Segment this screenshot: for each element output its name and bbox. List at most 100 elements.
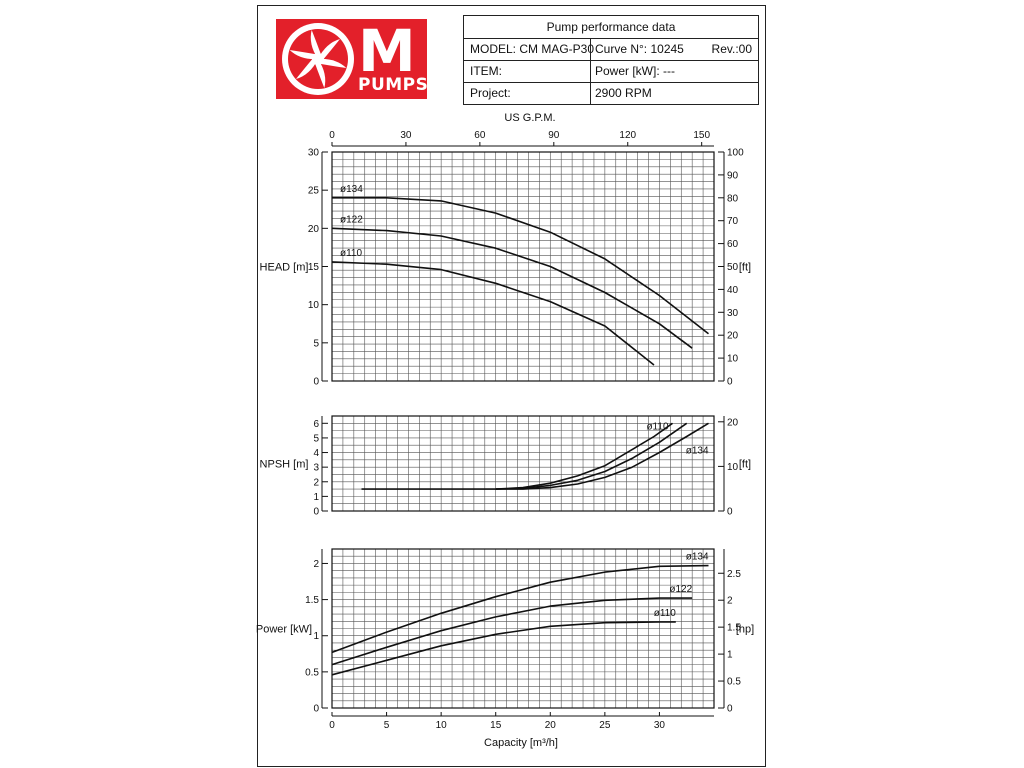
- y2-axis-tick-label: 0.5: [727, 677, 741, 688]
- y-axis-tick-label: 20: [308, 224, 320, 235]
- y2-axis-tick-label: 60: [727, 239, 739, 250]
- chart-frame-2: [331, 415, 715, 512]
- curve-2-3: [495, 422, 709, 490]
- y-axis-tick-label: 2: [313, 559, 319, 570]
- y2-axis-tick-label: 0: [727, 377, 733, 388]
- chart-frame-3: [331, 548, 715, 709]
- y2-axis-tick-label: 30: [727, 308, 739, 319]
- x-axis-tick-label: 30: [654, 720, 666, 731]
- top-axis-tick-label: 150: [693, 130, 710, 141]
- y2-axis-tick-label: 90: [727, 170, 739, 181]
- y-axis-tick-label: 6: [313, 419, 319, 430]
- y-axis-tick-label: 1: [313, 631, 319, 642]
- y2-axis-tick-label: 40: [727, 285, 739, 296]
- x-axis-title: Capacity [m³/h]: [484, 737, 558, 749]
- curve-label: ø122: [340, 214, 363, 225]
- curve-2-1: [361, 422, 673, 490]
- y-axis-tick-label: 30: [308, 148, 320, 159]
- y-axis-tick-label: 0: [313, 507, 319, 518]
- top-axis-tick-label: 120: [619, 130, 636, 141]
- curve-1-3: [331, 261, 655, 366]
- curve-label: ø134: [686, 445, 709, 456]
- y-axis-tick-label: 2: [313, 477, 319, 488]
- x-axis-tick-label: 10: [436, 720, 448, 731]
- project-field: Project:: [470, 86, 511, 100]
- y2-axis-tick-label: 2: [727, 596, 733, 607]
- top-axis-title: US G.P.M.: [504, 112, 555, 124]
- sheet-title: Pump performance data: [546, 20, 676, 34]
- curve-number-field: Curve N°: 10245: [595, 42, 684, 56]
- y-axis-tick-label: 0.5: [305, 667, 319, 678]
- y-axis-tick-label: 4: [313, 448, 319, 459]
- logo-emblem-icon: [282, 23, 354, 95]
- y-axis-tick-label: 1: [313, 492, 319, 503]
- curve-1-2: [331, 227, 693, 349]
- power-field: Power [kW]: ---: [595, 64, 675, 78]
- curve-label: ø110: [646, 421, 668, 432]
- curve-3-1: [331, 564, 709, 654]
- logo-blade: [296, 57, 318, 79]
- y2-axis-tick-label: 1.5: [727, 623, 741, 634]
- curve-label: ø110: [654, 608, 676, 619]
- y2-axis-tick-label: 0: [727, 704, 733, 715]
- title-row-model: MODEL: CM MAG-P30 Curve N°: 10245 Rev.:0…: [464, 38, 758, 60]
- y2-axis-tick-label: 2.5: [727, 569, 741, 580]
- logo-letter: M: [358, 17, 416, 85]
- chart-grid-3: [331, 548, 715, 709]
- y2-axis-tick-label: 20: [727, 417, 739, 428]
- brand-logo: [276, 19, 427, 99]
- curve-label: ø122: [669, 584, 692, 595]
- y-axis-tick-label: 0: [313, 704, 319, 715]
- rpm-field: 2900 RPM: [595, 86, 652, 100]
- y-axis-tick-label: 10: [308, 300, 320, 311]
- y-axis-title: Power [kW]: [256, 624, 312, 636]
- y2-axis-tick-label: 0: [727, 507, 733, 518]
- y-axis-tick-label: 25: [308, 186, 320, 197]
- chart-frame-1: [331, 151, 715, 382]
- y2-axis-tick-label: 100: [727, 148, 744, 159]
- y2-axis-tick-label: 80: [727, 193, 739, 204]
- y2-axis-title: [ft]: [739, 459, 751, 471]
- curve-label: ø134: [686, 552, 709, 563]
- y2-axis-tick-label: 70: [727, 216, 739, 227]
- logo-word: PUMPS: [358, 75, 429, 95]
- revision-field: Rev.:00: [711, 42, 752, 56]
- curve-3-3: [331, 621, 676, 676]
- x-axis-tick-label: 20: [545, 720, 557, 731]
- y-axis-tick-label: 0: [313, 377, 319, 388]
- top-axis-tick-label: 30: [400, 130, 412, 141]
- title-block: Pump performance data MODEL: CM MAG-P30 …: [463, 15, 759, 105]
- x-axis-tick-label: 25: [599, 720, 611, 731]
- y-axis-tick-label: 1.5: [305, 595, 319, 606]
- top-axis-tick-label: 90: [548, 130, 560, 141]
- logo-blade: [314, 59, 326, 89]
- logo-blade: [310, 29, 322, 59]
- curve-3-2: [331, 597, 693, 666]
- logo-blade: [289, 49, 318, 60]
- chart-grid-1: [331, 151, 715, 382]
- logo-blade: [318, 58, 347, 69]
- curve-label: ø134: [340, 184, 363, 195]
- y-axis-tick-label: 5: [313, 338, 319, 349]
- top-axis-tick-label: 0: [329, 130, 335, 141]
- title-row-project: Project: 2900 RPM: [464, 82, 758, 104]
- y2-axis-title: [hp]: [736, 624, 754, 636]
- y-axis-tick-label: 15: [308, 262, 320, 273]
- x-axis-tick-label: 5: [384, 720, 390, 731]
- item-field: ITEM:: [470, 64, 502, 78]
- y-axis-tick-label: 5: [313, 433, 319, 444]
- x-axis-tick-label: 0: [329, 720, 335, 731]
- y-axis-tick-label: 3: [313, 463, 319, 474]
- y-axis-title: HEAD [m]: [260, 262, 309, 274]
- model-field: MODEL: CM MAG-P30: [470, 42, 595, 56]
- top-axis-tick-label: 60: [474, 130, 486, 141]
- y2-axis-tick-label: 1: [727, 650, 733, 661]
- curve-2-2: [495, 422, 688, 490]
- logo-blade: [318, 39, 340, 61]
- title-row-item: ITEM: Power [kW]: ---: [464, 60, 758, 82]
- y2-axis-title: [ft]: [739, 262, 751, 274]
- y2-axis-tick-label: 20: [727, 331, 739, 342]
- y-axis-title: NPSH [m]: [260, 459, 309, 471]
- y2-axis-tick-label: 50: [727, 262, 739, 273]
